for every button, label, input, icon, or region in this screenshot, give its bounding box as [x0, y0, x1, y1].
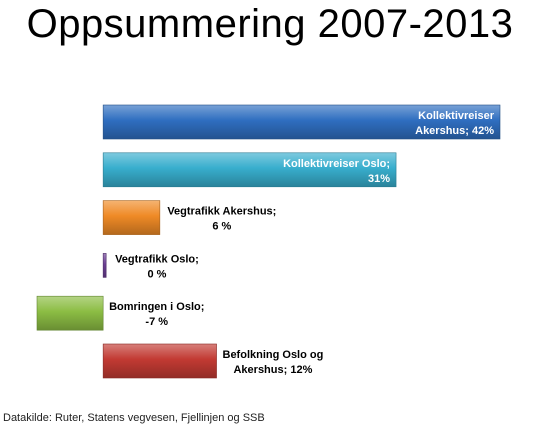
data-source-note: Datakilde: Ruter, Statens vegvesen, Fjel…: [3, 412, 265, 424]
data-label-4: Bomringen i Oslo; -7 %: [109, 301, 204, 328]
bar-2: [102, 200, 161, 235]
data-label-2: Vegtrafikk Akershus; 6 %: [167, 206, 276, 233]
bar-0: [102, 104, 501, 140]
bar-4: [36, 295, 104, 331]
data-label-3: Vegtrafikk Oslo; 0 %: [115, 253, 199, 280]
data-label-1: Kollektivreiser Oslo; 31%: [283, 158, 390, 185]
bar-5: [102, 343, 217, 379]
data-label-0: Kollektivreiser Akershus; 42%: [415, 110, 495, 137]
bar-3: [102, 253, 107, 278]
chart-title: Oppsummering 2007-2013: [26, 2, 514, 46]
bar-1: [102, 152, 397, 188]
data-label-5: Befolkning Oslo og Akershus; 12%: [223, 349, 324, 376]
